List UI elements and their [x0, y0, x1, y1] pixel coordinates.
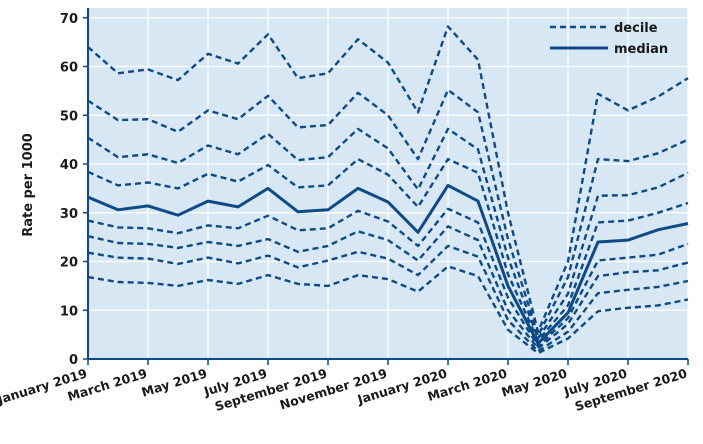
y-axis-label: Rate per 1000 [21, 133, 36, 237]
decile-line [87, 225, 689, 350]
y-tick-label: 60 [60, 61, 78, 76]
decile-line [87, 207, 689, 348]
legend-decile-label: decile [614, 21, 658, 36]
decile-line [87, 244, 689, 353]
series-lines [87, 25, 689, 355]
y-tick-label: 10 [60, 304, 78, 319]
y-tick-label: 30 [60, 207, 78, 222]
x-tick-label: May 2019 [140, 366, 209, 400]
decile-line [87, 88, 689, 337]
y-axis-ticks: 0 10 20 30 40 50 60 70 [60, 12, 88, 368]
y-tick-label: 70 [60, 12, 78, 27]
decile-line [87, 25, 689, 333]
median-line [87, 183, 689, 345]
y-tick-label: 40 [60, 158, 78, 173]
y-tick-label: 20 [60, 256, 78, 271]
legend-median-label: median [614, 42, 668, 57]
legend: decile median [550, 21, 668, 57]
decile-line [87, 265, 689, 355]
decile-line [87, 157, 689, 342]
decile-line [87, 127, 689, 340]
x-tick-label: May 2020 [500, 365, 569, 399]
y-tick-label: 50 [60, 109, 78, 124]
y-tick-label: 0 [69, 353, 78, 368]
